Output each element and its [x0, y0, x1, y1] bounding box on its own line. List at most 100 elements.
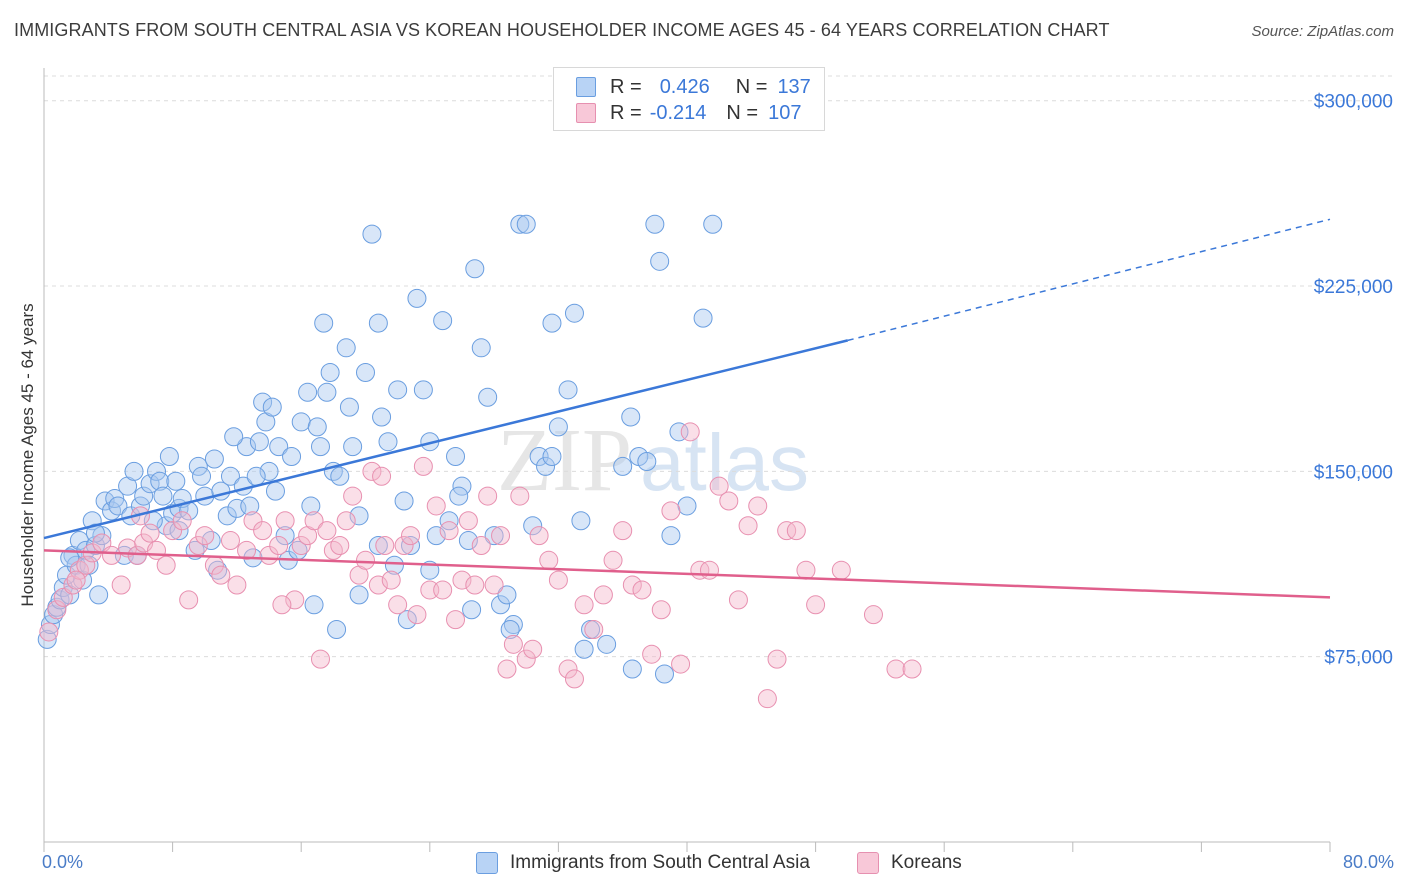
data-point-koreans	[452, 570, 472, 590]
data-point-south-central-asia	[446, 447, 466, 467]
data-point-south-central-asia	[510, 214, 530, 234]
data-point-south-central-asia	[523, 516, 543, 536]
data-point-south-central-asia	[356, 363, 375, 383]
data-point-south-central-asia	[85, 523, 105, 543]
axes	[43, 68, 1331, 852]
data-point-koreans	[680, 422, 700, 442]
data-point-south-central-asia	[317, 382, 337, 402]
data-point-koreans	[368, 575, 388, 595]
data-point-south-central-asia	[471, 338, 491, 358]
data-point-koreans	[613, 521, 633, 541]
data-point-south-central-asia	[246, 466, 266, 486]
legend-r-value: 0.426	[659, 75, 710, 98]
data-point-south-central-asia	[401, 535, 421, 555]
data-point-south-central-asia	[542, 313, 562, 333]
data-point-koreans	[831, 560, 851, 580]
data-point-south-central-asia	[439, 511, 459, 531]
data-point-south-central-asia	[571, 511, 591, 531]
data-point-south-central-asia	[201, 531, 221, 551]
data-point-south-central-asia	[310, 437, 330, 457]
y-tick-label: $225,000	[1314, 277, 1393, 298]
data-point-koreans	[863, 605, 883, 625]
data-point-south-central-asia	[597, 634, 617, 654]
data-point-koreans	[622, 575, 642, 595]
data-point-south-central-asia	[220, 466, 240, 486]
data-point-koreans	[661, 501, 681, 521]
data-point-koreans	[179, 590, 199, 610]
data-point-koreans	[446, 610, 466, 630]
source-label: Source: ZipAtlas.com	[1251, 23, 1394, 40]
data-point-koreans	[516, 649, 536, 669]
data-point-south-central-asia	[275, 526, 295, 546]
data-point-south-central-asia	[159, 447, 179, 467]
legend-item-koreans: Koreans	[857, 852, 962, 874]
data-point-koreans	[343, 486, 363, 506]
watermark-atlas: atlas	[640, 418, 809, 507]
data-point-koreans	[317, 521, 337, 541]
legend-row-blue: R = 0.426 N = 137	[576, 74, 811, 100]
trend-line-extension-south-central-asia	[847, 218, 1331, 342]
data-point-south-central-asia	[259, 461, 279, 481]
data-point-koreans	[491, 526, 511, 546]
data-point-koreans	[719, 491, 739, 511]
watermark-zip: ZIP	[497, 411, 632, 510]
legend-swatch-blue	[576, 77, 596, 97]
data-point-south-central-asia	[693, 308, 713, 328]
data-point-south-central-asia	[558, 380, 578, 400]
data-point-koreans	[465, 575, 485, 595]
data-point-south-central-asia	[650, 251, 670, 271]
data-point-koreans	[172, 511, 192, 531]
data-point-koreans	[285, 590, 305, 610]
data-point-south-central-asia	[613, 456, 633, 476]
data-point-koreans	[902, 659, 922, 679]
data-point-south-central-asia	[564, 303, 584, 323]
data-point-koreans	[510, 486, 530, 506]
legend-swatch-blue	[476, 852, 498, 874]
data-point-south-central-asia	[449, 486, 469, 506]
data-point-south-central-asia	[433, 311, 453, 331]
data-point-koreans	[796, 560, 816, 580]
data-point-south-central-asia	[102, 501, 122, 521]
data-point-south-central-asia	[37, 629, 57, 649]
data-point-koreans	[336, 511, 356, 531]
legend-row-pink: R = -0.214 N = 107	[576, 100, 801, 126]
data-point-koreans	[375, 535, 395, 555]
data-point-south-central-asia	[124, 461, 144, 481]
data-point-south-central-asia	[237, 437, 257, 457]
watermark: ZIP atlas	[497, 411, 809, 510]
y-tick-label: $150,000	[1314, 462, 1393, 483]
data-point-koreans	[700, 560, 720, 580]
data-point-south-central-asia	[217, 506, 237, 526]
data-point-south-central-asia	[388, 380, 408, 400]
data-point-south-central-asia	[166, 471, 186, 491]
data-point-koreans	[458, 511, 478, 531]
data-point-koreans	[413, 456, 433, 476]
series-koreans	[39, 422, 922, 709]
data-point-koreans	[323, 540, 343, 560]
data-point-koreans	[111, 575, 131, 595]
y-tick-label: $300,000	[1314, 92, 1393, 113]
data-point-koreans	[275, 511, 295, 531]
data-point-south-central-asia	[336, 338, 356, 358]
data-point-south-central-asia	[621, 407, 641, 427]
data-point-koreans	[227, 575, 247, 595]
data-point-south-central-asia	[654, 664, 674, 684]
legend-item-south-central-asia: Immigrants from South Central Asia	[476, 852, 810, 874]
data-point-koreans	[47, 600, 67, 620]
data-point-south-central-asia	[407, 288, 427, 308]
data-point-koreans	[39, 622, 59, 642]
data-point-south-central-asia	[349, 585, 369, 605]
data-point-south-central-asia	[413, 380, 433, 400]
data-point-south-central-asia	[484, 526, 504, 546]
data-point-south-central-asia	[204, 449, 224, 469]
data-point-koreans	[407, 605, 427, 625]
data-point-koreans	[584, 619, 604, 639]
data-point-koreans	[388, 595, 408, 615]
data-point-south-central-asia	[134, 486, 154, 506]
data-point-koreans	[394, 535, 414, 555]
data-point-south-central-asia	[394, 491, 414, 511]
data-point-south-central-asia	[462, 600, 482, 620]
data-point-koreans	[220, 531, 240, 551]
data-point-south-central-asia	[536, 456, 556, 476]
data-point-koreans	[786, 521, 806, 541]
